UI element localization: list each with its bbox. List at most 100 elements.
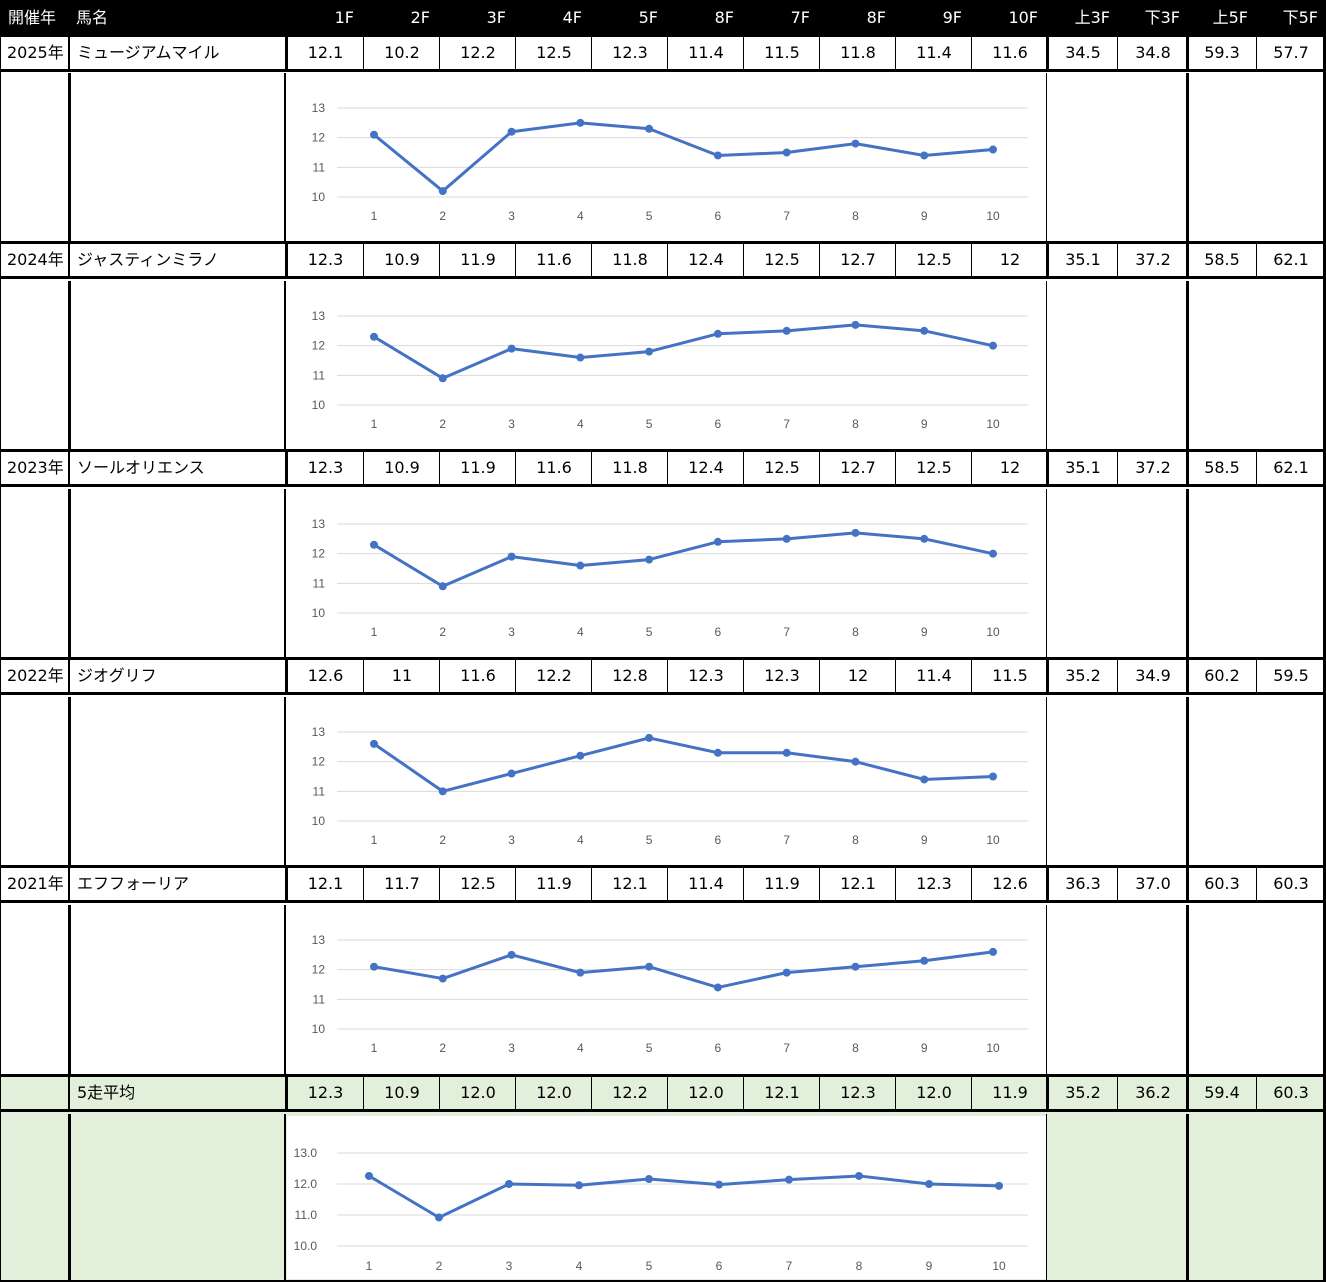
- cell-divider: [591, 36, 592, 69]
- x-tick-label: 4: [577, 417, 584, 431]
- header-agg-3: 上5F: [1212, 8, 1248, 27]
- header-lap-5: 5F: [638, 8, 658, 27]
- x-tick-label: 7: [783, 625, 790, 639]
- header-lap-9: 9F: [942, 8, 962, 27]
- x-tick-label: 7: [783, 209, 790, 223]
- lap-time-cell: 10.2: [384, 43, 420, 62]
- cell-divider: [1256, 243, 1257, 276]
- h-border: [0, 34, 1326, 37]
- x-tick-label: 1: [371, 417, 378, 431]
- cell-divider: [1117, 451, 1118, 484]
- data-point: [370, 739, 378, 748]
- data-point: [645, 733, 654, 742]
- lap-time-cell: 11.4: [688, 874, 724, 893]
- split-total-cell: 60.3: [1204, 874, 1240, 893]
- x-tick-label: 8: [852, 625, 859, 639]
- v-border: [284, 905, 286, 1074]
- cell-divider: [363, 659, 364, 692]
- x-tick-label: 2: [436, 1259, 443, 1273]
- split-total-cell: 59.3: [1204, 43, 1240, 62]
- cell-divider: [667, 451, 668, 484]
- h-border: [0, 1109, 1326, 1112]
- y-tick-label: 11: [313, 784, 326, 798]
- cell-divider: [591, 659, 592, 692]
- lap-time-cell: 11.5: [764, 43, 800, 62]
- data-point: [851, 320, 860, 329]
- y-tick-label: 12: [312, 963, 326, 977]
- v-border: [285, 451, 288, 484]
- lap-time-cell: 11.8: [612, 458, 648, 477]
- v-border: [1186, 73, 1189, 241]
- lap-time-cell: 11.9: [764, 874, 800, 893]
- lap-chart: 10 11 12 13 1 2 3 4 5 6 7 8 9 10: [287, 907, 1046, 1070]
- data-point: [851, 757, 860, 766]
- lap-time-cell: 11.9: [460, 458, 496, 477]
- v-border: [1046, 659, 1049, 692]
- data-point: [920, 775, 929, 784]
- y-tick-label: 11: [313, 160, 326, 174]
- x-tick-label: 8: [852, 1041, 859, 1055]
- x-tick-label: 3: [508, 833, 515, 847]
- h-border: [0, 69, 1326, 72]
- lap-time-cell: 11.5: [992, 666, 1028, 685]
- cell-divider: [743, 1076, 744, 1109]
- y-tick-label: 12: [312, 339, 326, 353]
- x-tick-label: 10: [986, 209, 1000, 223]
- v-border: [68, 489, 71, 657]
- v-border: [1186, 1076, 1189, 1109]
- lap-chart: 10 11 12 13 1 2 3 4 5 6 7 8 9 10: [287, 283, 1046, 446]
- y-tick-label: 13: [312, 725, 326, 739]
- y-tick-label: 11: [313, 368, 326, 382]
- cell-divider: [895, 243, 896, 276]
- header-year: 開催年: [8, 8, 57, 27]
- cell-divider: [743, 867, 744, 900]
- cell-divider: [1256, 867, 1257, 900]
- cell-divider: [591, 451, 592, 484]
- data-point: [925, 1180, 933, 1188]
- series-line: [368, 1174, 1000, 1219]
- y-tick-label: 13: [312, 517, 326, 531]
- lap-time-cell: 11.4: [916, 666, 952, 685]
- lap-time-cell: 12.3: [307, 1083, 344, 1102]
- data-point: [782, 326, 791, 335]
- cell-divider: [1117, 659, 1118, 692]
- lap-time-cell: 11.9: [536, 874, 572, 893]
- lap-time-cell: 12.3: [840, 1083, 876, 1102]
- v-border: [1046, 36, 1049, 69]
- data-point: [855, 1171, 863, 1180]
- data-point: [713, 537, 722, 546]
- y-tick-label: 13: [312, 309, 326, 323]
- lap-time-cell: 12.5: [460, 874, 496, 893]
- data-point: [576, 353, 585, 362]
- lap-time-cell: 12.1: [764, 1083, 800, 1102]
- y-tick-label: 10: [312, 606, 326, 620]
- lap-time-cell: 12.4: [688, 250, 724, 269]
- v-border: [1046, 867, 1049, 900]
- data-point: [645, 555, 654, 564]
- x-tick-label: 6: [715, 833, 722, 847]
- lap-time-cell: 11.6: [460, 666, 496, 685]
- lap-time-cell: 11.4: [916, 43, 952, 62]
- split-total-cell: 35.1: [1065, 250, 1101, 269]
- data-point: [576, 118, 585, 127]
- data-point: [920, 151, 929, 160]
- y-tick-label: 13: [312, 101, 326, 115]
- cell-divider: [971, 451, 972, 484]
- v-border: [1046, 489, 1047, 657]
- x-tick-label: 8: [852, 833, 859, 847]
- v-border: [1186, 489, 1189, 657]
- x-tick-label: 1: [371, 625, 378, 639]
- y-tick-label: 12.0: [294, 1177, 318, 1191]
- v-border: [1186, 451, 1189, 484]
- h-border: [0, 865, 1326, 868]
- cell-divider: [667, 867, 668, 900]
- v-border: [285, 243, 288, 276]
- lap-time-cell: 10.9: [384, 458, 420, 477]
- cell-divider: [743, 36, 744, 69]
- x-tick-label: 10: [992, 1259, 1006, 1273]
- v-border: [68, 36, 70, 69]
- series-line: [373, 950, 994, 989]
- lap-time-cell: 12.1: [840, 874, 876, 893]
- cell-divider: [1256, 36, 1257, 69]
